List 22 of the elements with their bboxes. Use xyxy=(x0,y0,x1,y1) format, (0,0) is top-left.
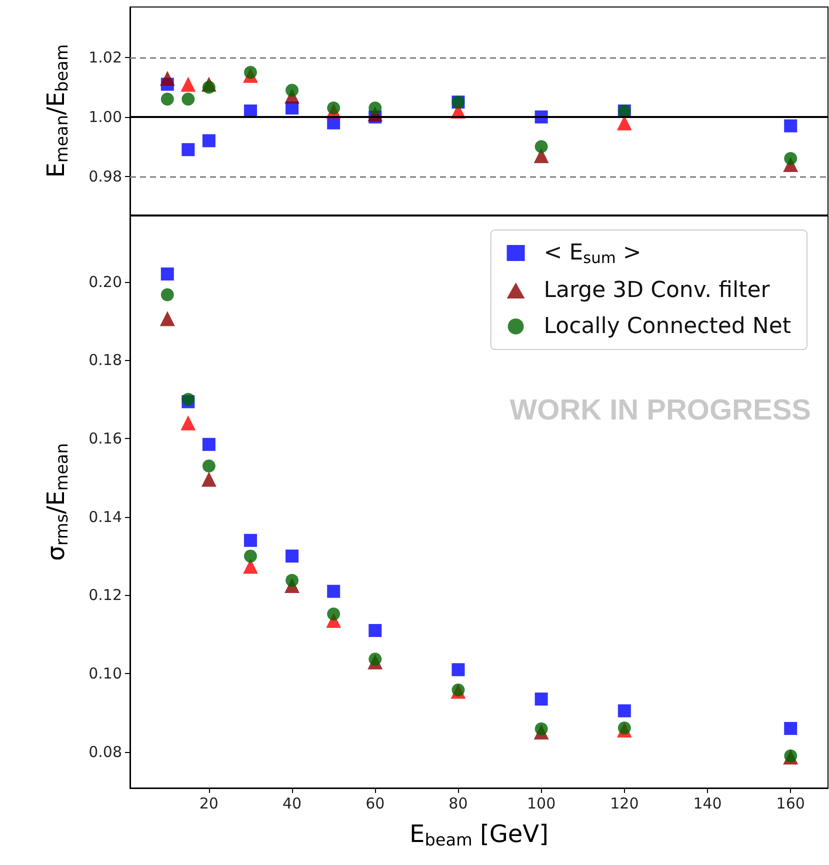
y-axis-title: σrms/Emean xyxy=(42,443,72,561)
y-tick-label: 0.18 xyxy=(88,351,122,370)
legend-label: Large 3D Conv. filter xyxy=(544,278,771,303)
x-tick-label: 140 xyxy=(693,794,722,812)
x-tick-label: 40 xyxy=(282,794,302,812)
y-tick-label: 0.16 xyxy=(88,430,122,448)
y-tick-label: 0.10 xyxy=(88,664,122,683)
y-axis-title: Emean/Ebeam xyxy=(42,44,72,178)
y-tick-label: 0.20 xyxy=(88,272,122,291)
legend-label: Locally Connected Net xyxy=(544,314,792,339)
y-tick-label: 1.02 xyxy=(88,48,122,67)
x-tick-label: 80 xyxy=(448,794,468,812)
y-tick-label: 0.98 xyxy=(88,167,122,186)
y-tick-label: 1.00 xyxy=(88,108,122,126)
x-tick-label: 100 xyxy=(527,794,556,812)
x-tick-label: 160 xyxy=(776,794,805,812)
x-tick-label: 20 xyxy=(199,794,218,812)
x-tick-label: 120 xyxy=(610,794,639,812)
y-tick-label: 0.12 xyxy=(88,586,122,604)
y-tick-label: 0.08 xyxy=(88,742,122,761)
x-tick-label: 60 xyxy=(366,794,385,812)
y-tick-label: 0.14 xyxy=(88,508,122,526)
